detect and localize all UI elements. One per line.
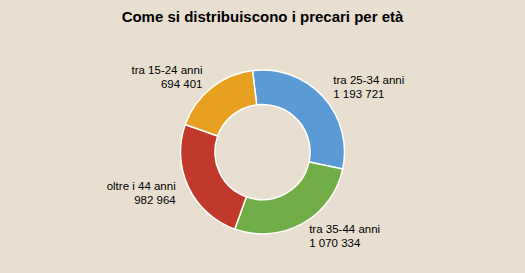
- title: Come si distribuiscono i precari per età: [122, 8, 404, 25]
- slice-label: oltre i 44 anni: [107, 180, 176, 192]
- data-label: 1 070 334: [309, 237, 361, 249]
- slice: [253, 70, 345, 169]
- chart: Come si distribuiscono i precari per età…: [0, 0, 525, 273]
- data-label: 1 193 721: [333, 88, 384, 100]
- slice: [181, 125, 247, 230]
- data-label: 694 401: [161, 78, 203, 90]
- slices: [181, 70, 345, 234]
- background: [0, 0, 525, 273]
- slice-label: tra 35-44 anni: [309, 223, 380, 235]
- slice-label: tra 15-24 anni: [131, 64, 202, 76]
- labels: tra 25-34 anni 1 193 721 tra 35-44 anni 1 0…: [107, 64, 405, 249]
- chart-container: Come si distribuiscono i precari per età…: [0, 0, 525, 273]
- slice-label: tra 25-34 anni: [333, 74, 404, 86]
- data-label: 982 964: [134, 194, 176, 206]
